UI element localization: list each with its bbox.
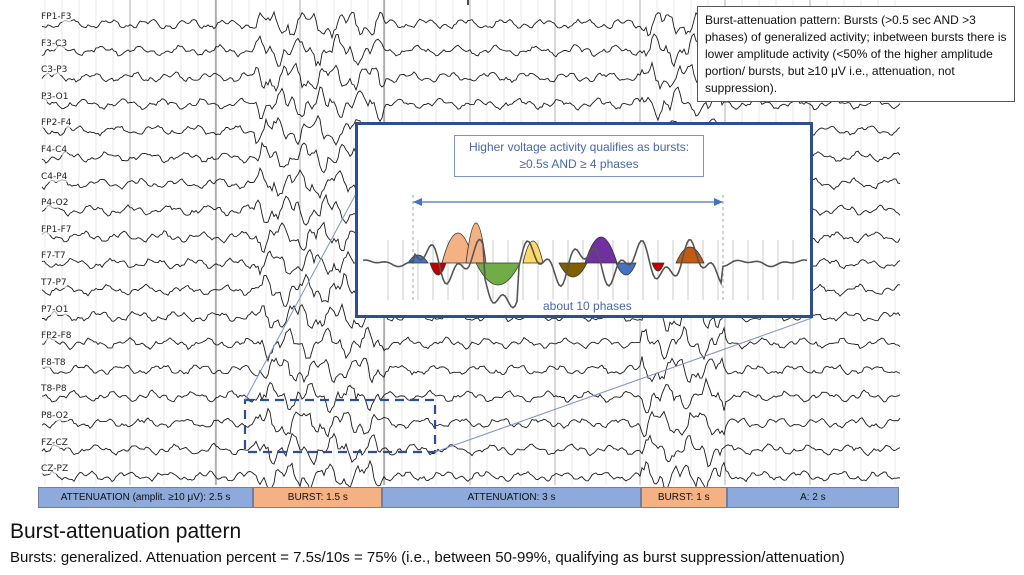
timeline-segment-burst: BURST: 1.5 s [253, 487, 383, 508]
burst-zoom-waveform [362, 195, 808, 309]
channel-label: P4-O2 [41, 198, 69, 209]
arrow-head-right [714, 198, 723, 206]
timeline-segment-attenuation: ATTENUATION: 3 s [382, 487, 641, 508]
channel-label: C3-P3 [41, 65, 68, 76]
eeg-trace [41, 407, 901, 438]
timeline-segment-label: BURST: 1.5 s [287, 492, 348, 503]
connector-line [244, 189, 359, 401]
phase-region [475, 262, 521, 286]
burst-zoom-inset: Higher voltage activity qualifies as bur… [355, 122, 813, 318]
channel-label: F8-T8 [41, 357, 66, 368]
timeline-segment-attenuation: A: 2 s [726, 487, 899, 508]
eeg-trace [41, 432, 901, 468]
connector-line [434, 317, 813, 453]
phases-count-label: about 10 phases [543, 299, 632, 313]
channel-label: F3-C3 [41, 38, 68, 49]
channel-label: FP1-F7 [41, 224, 72, 235]
channel-label: T7-P7 [41, 278, 67, 288]
arrow-head-left [413, 198, 422, 206]
channel-label: FP2-F4 [41, 118, 72, 129]
page-title: Burst-attenuation pattern [10, 520, 242, 543]
channel-label: T8-P8 [41, 384, 67, 395]
timeline-segment-burst: BURST: 1 s [640, 487, 727, 508]
page-subtitle: Bursts: generalized. Attenuation percent… [10, 549, 845, 566]
channel-label: F4-C4 [41, 145, 68, 155]
timeline-bar: ATTENUATION (amplit. ≥10 μV): 2.5 s BURST… [38, 487, 899, 508]
phase-region [615, 262, 637, 276]
phase-region [584, 236, 618, 264]
channel-label: F7-T7 [41, 251, 66, 262]
eeg-trace [41, 356, 901, 384]
timeline-segment-attenuation: ATTENUATION (amplit. ≥10 μV): 2.5 s [38, 487, 254, 508]
channel-label: FP2-F8 [41, 331, 72, 342]
burst-criteria-text: Higher voltage activity qualifies as bur… [468, 140, 690, 171]
eeg-trace [41, 459, 901, 493]
channel-label: P7-O1 [41, 304, 69, 315]
timeline-segment-label: ATTENUATION (amplit. ≥10 μV): 2.5 s [60, 492, 231, 503]
channel-label: C4-P4 [41, 171, 68, 182]
timeline-segment-label: BURST: 1 s [657, 492, 710, 503]
channel-label: P3-O1 [41, 91, 69, 102]
eeg-trace [41, 377, 901, 414]
channel-label: FZ-CZ [41, 437, 68, 448]
burst-selection-box [243, 398, 437, 454]
phase-region [675, 246, 705, 264]
burst-attenuation-definition-callout: Burst-attenuation pattern: Bursts (>0.5 … [697, 6, 1015, 102]
phase-region [429, 262, 447, 276]
burst-criteria-note: Higher voltage activity qualifies as bur… [454, 135, 704, 177]
channel-label: FP1-F3 [41, 12, 72, 22]
channel-label: CZ-PZ [41, 464, 69, 475]
eeg-trace [41, 325, 901, 363]
burst-waveform [362, 238, 808, 309]
timeline-segment-label: A: 2 s [800, 492, 826, 503]
eeg-trace [42, 302, 901, 332]
timeline-segment-label: ATTENUATION: 3 s [467, 492, 556, 503]
channel-label: P8-O2 [41, 411, 69, 421]
phase-region [651, 262, 665, 272]
callout-text: Burst-attenuation pattern: Bursts (>0.5 … [705, 13, 1007, 95]
